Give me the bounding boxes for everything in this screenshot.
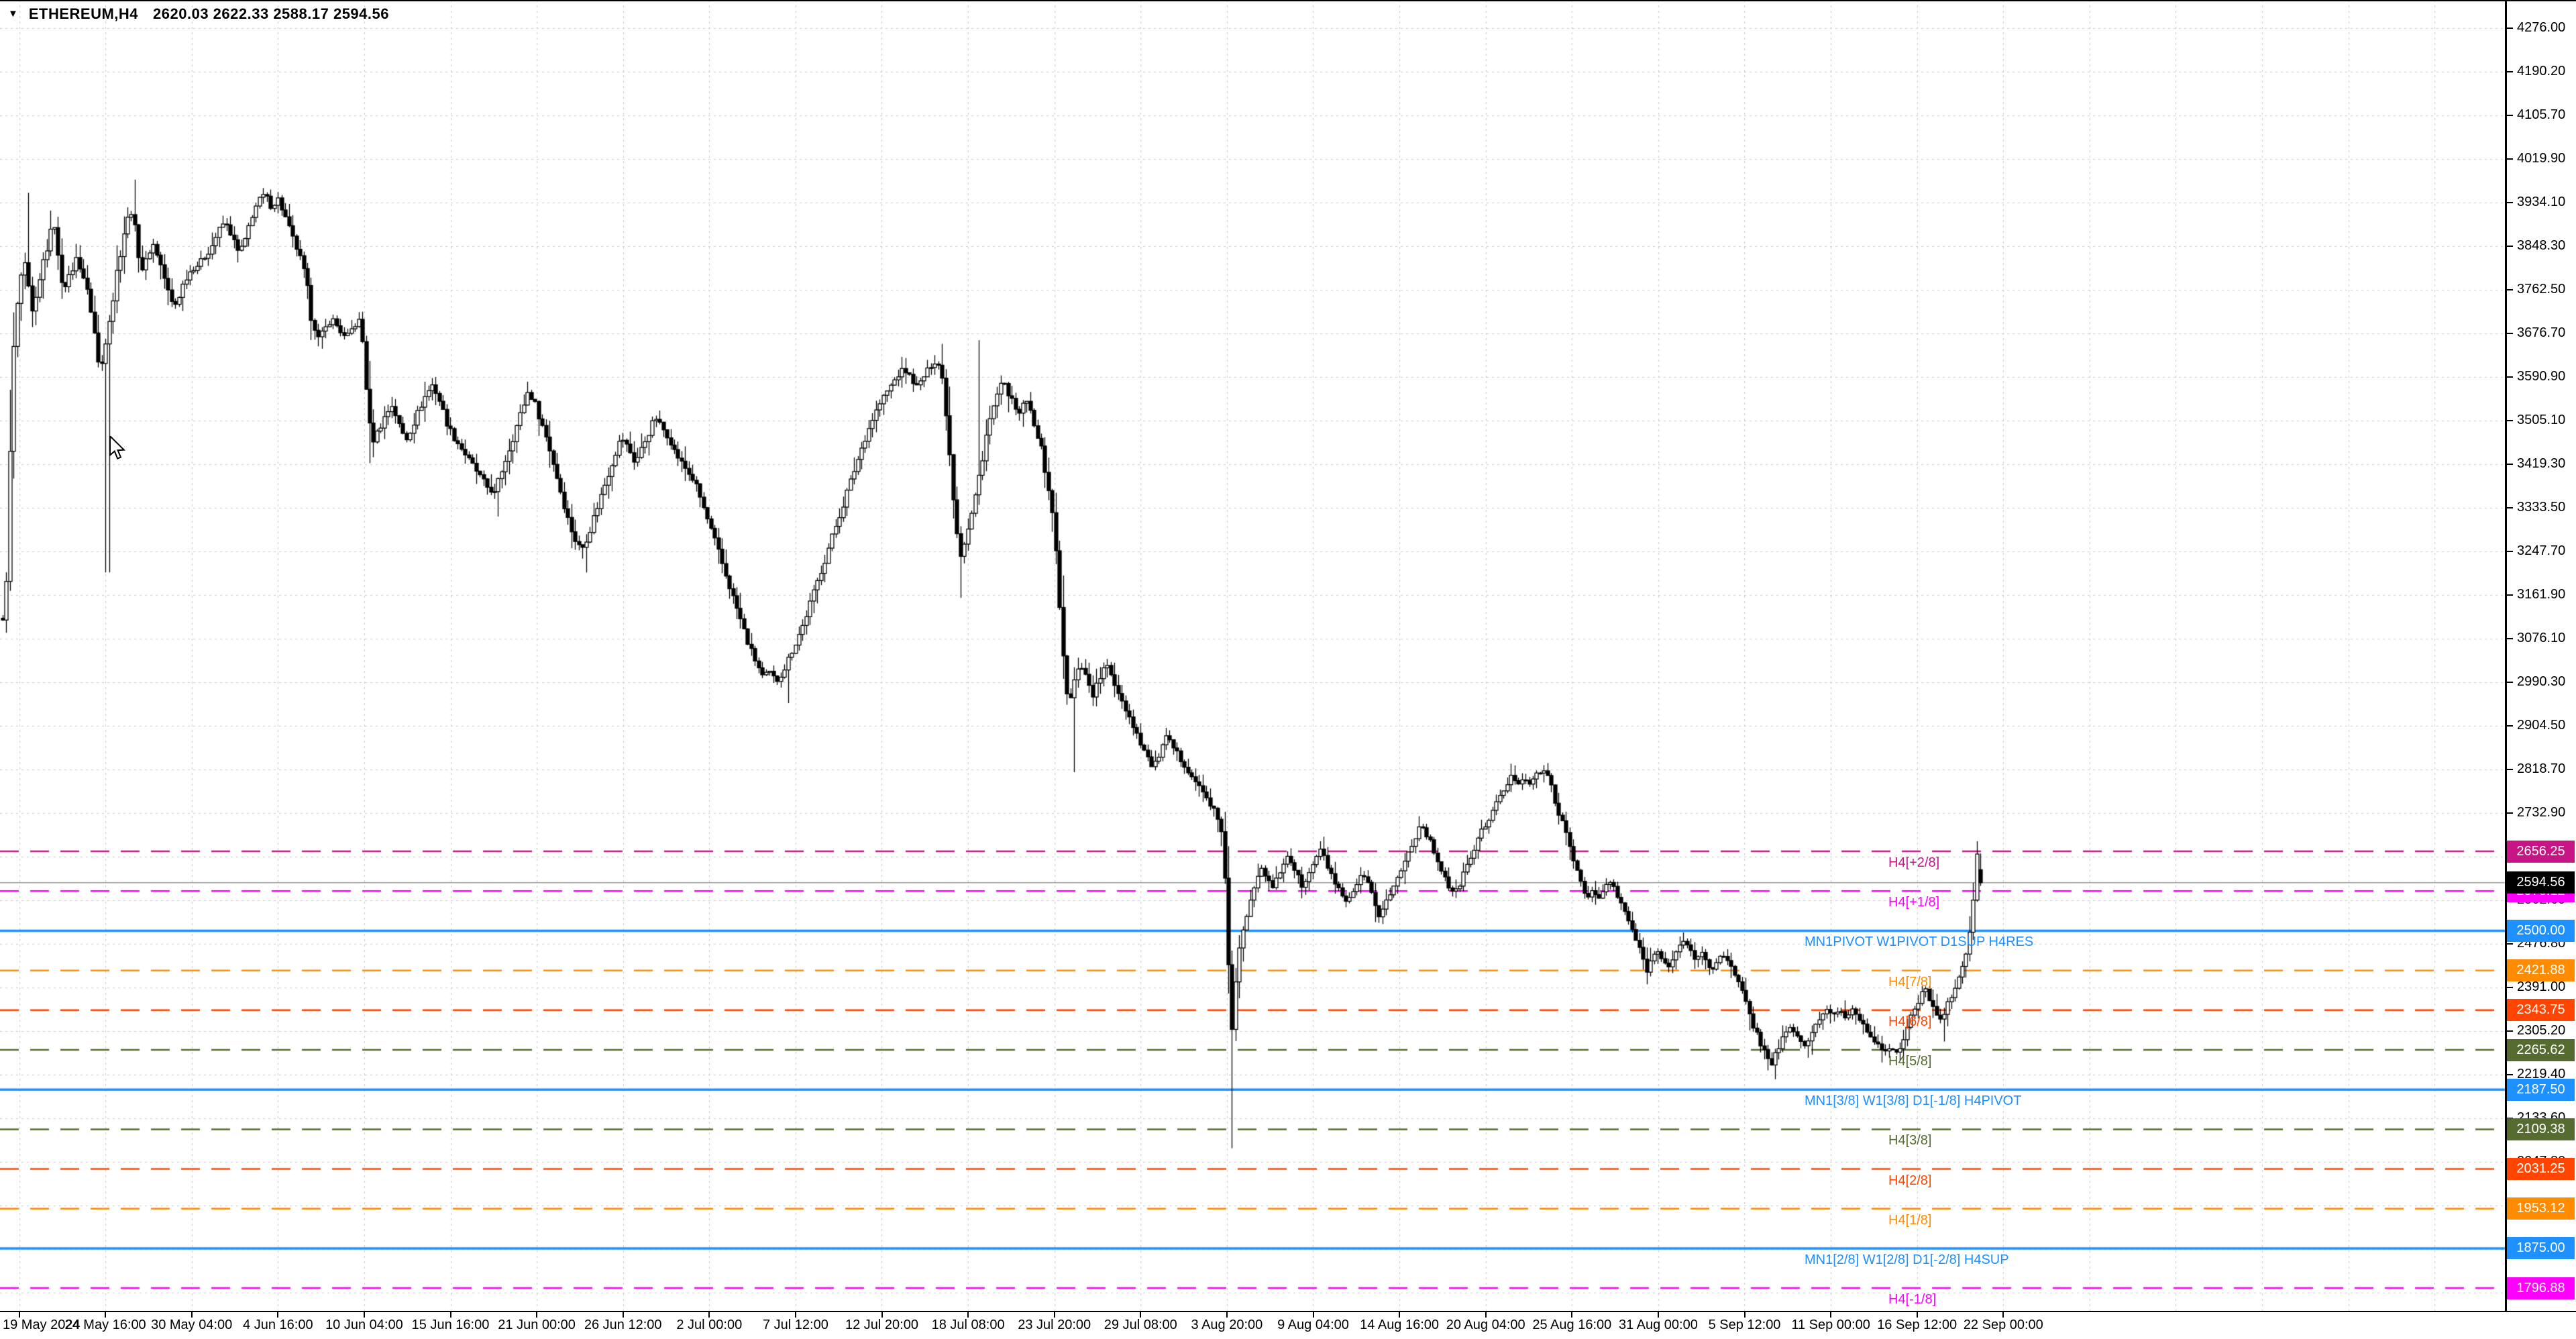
chart-title-bar: ▼ ETHEREUM,H4 2620.03 2622.33 2588.17 25… [8,4,389,24]
title-ohlc-values: 2620.03 2622.33 2588.17 2594.56 [153,5,389,22]
symbol-title: ETHEREUM,H4 [28,5,139,22]
time-axis-line [0,1311,2576,1312]
window-top-border [0,0,2576,1]
symbol-dropdown-icon[interactable]: ▼ [8,8,18,19]
mouse-cursor [107,434,129,464]
price-axis-line [2505,0,2507,1312]
